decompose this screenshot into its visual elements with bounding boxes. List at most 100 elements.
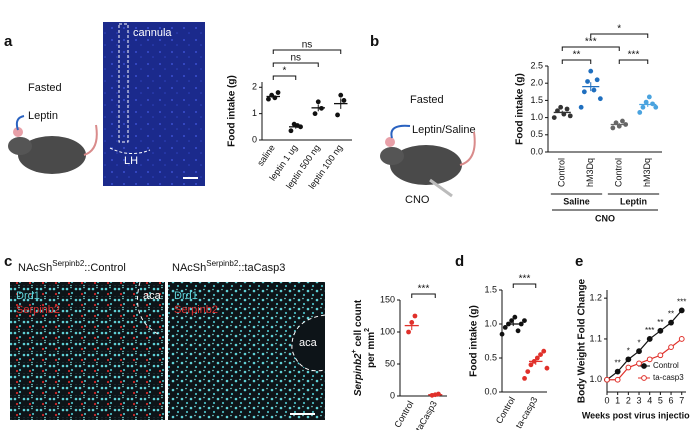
significance-label: ns — [290, 53, 301, 64]
y-tick-label: 0.0 — [484, 386, 497, 396]
data-point — [585, 79, 590, 84]
data-point — [597, 96, 603, 102]
data-point — [588, 68, 594, 74]
x-tick-label: hM3Dq — [642, 158, 652, 187]
data-point — [668, 344, 674, 351]
schematics: a b c d e Fasted Leptin cannula LH Faste… — [4, 22, 583, 420]
data-point — [646, 94, 652, 100]
label-gene: Serpinb2 — [353, 353, 364, 396]
panel-letter: c — [4, 253, 12, 270]
data-point — [578, 104, 584, 110]
y-tick-label: 2.0 — [530, 78, 543, 88]
data-point — [657, 327, 664, 334]
x-tick-label: 4 — [647, 395, 652, 405]
significance-label: *** — [677, 298, 686, 307]
legend-marker — [641, 375, 647, 381]
region-outline — [137, 281, 161, 336]
data-point — [522, 318, 527, 323]
data-point — [637, 110, 643, 115]
x-tick-label: 3 — [637, 395, 642, 405]
data-point — [412, 313, 418, 319]
data-point — [315, 99, 321, 105]
data-point — [564, 106, 570, 112]
data-point — [640, 104, 646, 110]
stain-label: Serpinb2 — [16, 304, 60, 316]
x-axis-label: Weeks post virus injection — [582, 410, 690, 420]
data-point — [646, 336, 653, 342]
data-point — [525, 369, 531, 374]
significance-bracket — [272, 62, 319, 67]
data-point — [614, 368, 621, 375]
title-sup: Serpinb2 — [206, 259, 239, 268]
y-tick-label: 1.0 — [484, 318, 497, 328]
y-tick-label: 1 — [252, 108, 257, 118]
data-point — [275, 90, 281, 95]
data-point — [614, 376, 621, 383]
data-point — [335, 112, 340, 118]
x-tick-label: hM3Dq — [585, 158, 595, 187]
label-sup: 2 — [364, 328, 371, 332]
significance-bracket — [561, 59, 592, 64]
region-label: aca — [143, 290, 162, 302]
data-point — [528, 362, 534, 368]
panel-letter: d — [455, 253, 464, 270]
y-tick-label: 0 — [390, 390, 395, 400]
y-axis-label: Food intake (g) — [515, 73, 526, 145]
data-point — [636, 360, 642, 367]
label: cannula — [133, 27, 172, 39]
data-point — [678, 307, 685, 314]
y-tick-label: 150 — [380, 294, 395, 304]
y-tick-label: 1.0 — [589, 374, 602, 384]
y-tick-label: 50 — [385, 358, 395, 368]
data-point — [509, 318, 515, 323]
group-label: Leptin — [620, 196, 647, 206]
data-point — [594, 77, 600, 83]
y-tick-label: 1.1 — [589, 333, 602, 343]
panel-letter: b — [370, 33, 379, 50]
legend-label: ta-casp3 — [653, 373, 684, 382]
significance-label: * — [617, 24, 621, 35]
data-point — [538, 352, 543, 357]
label-sup: + — [351, 349, 358, 353]
data-point — [499, 331, 505, 337]
data-point — [558, 104, 564, 110]
data-point — [646, 356, 653, 363]
y-tick-label: 1.5 — [530, 95, 543, 105]
x-tick-label: Control — [614, 158, 624, 187]
y-tick-label: 2.5 — [530, 60, 543, 70]
mouse — [380, 124, 476, 198]
data-point — [338, 92, 344, 98]
region-label: aca — [299, 337, 318, 349]
micrograph — [103, 22, 205, 186]
x-tick-label: 1 — [615, 395, 620, 405]
significance-bracket — [561, 46, 620, 51]
significance-label: *** — [418, 284, 430, 295]
data-point — [406, 329, 411, 335]
y-tick-label: 1.5 — [484, 284, 497, 294]
y-axis-label: Body Weight Fold Change — [577, 278, 588, 403]
significance-bracket — [272, 75, 297, 80]
cannula-outline — [118, 23, 129, 143]
stain-label: Serpinb2 — [174, 304, 218, 316]
data-point — [518, 321, 524, 327]
label: Fasted — [410, 94, 444, 106]
data-point — [541, 348, 547, 354]
y-axis-label: Food intake (g) — [469, 305, 480, 377]
y-tick-label: 0.5 — [484, 352, 497, 362]
significance-label: *** — [645, 326, 654, 335]
data-point — [657, 352, 664, 359]
significance-bracket — [272, 49, 342, 54]
data-point — [551, 115, 557, 120]
data-point — [312, 111, 318, 117]
data-point — [620, 118, 625, 124]
data-point — [581, 89, 587, 95]
significance-label: *** — [585, 37, 597, 48]
y-axis-label: Serpinb2+ cell count — [351, 299, 364, 396]
y-tick-label: 0 — [252, 134, 257, 144]
significance-bracket — [618, 59, 649, 64]
micrograph — [10, 282, 165, 420]
panel-letter: a — [4, 33, 13, 50]
y-tick-label: 0.5 — [530, 129, 543, 139]
significance-label: * — [283, 66, 287, 77]
